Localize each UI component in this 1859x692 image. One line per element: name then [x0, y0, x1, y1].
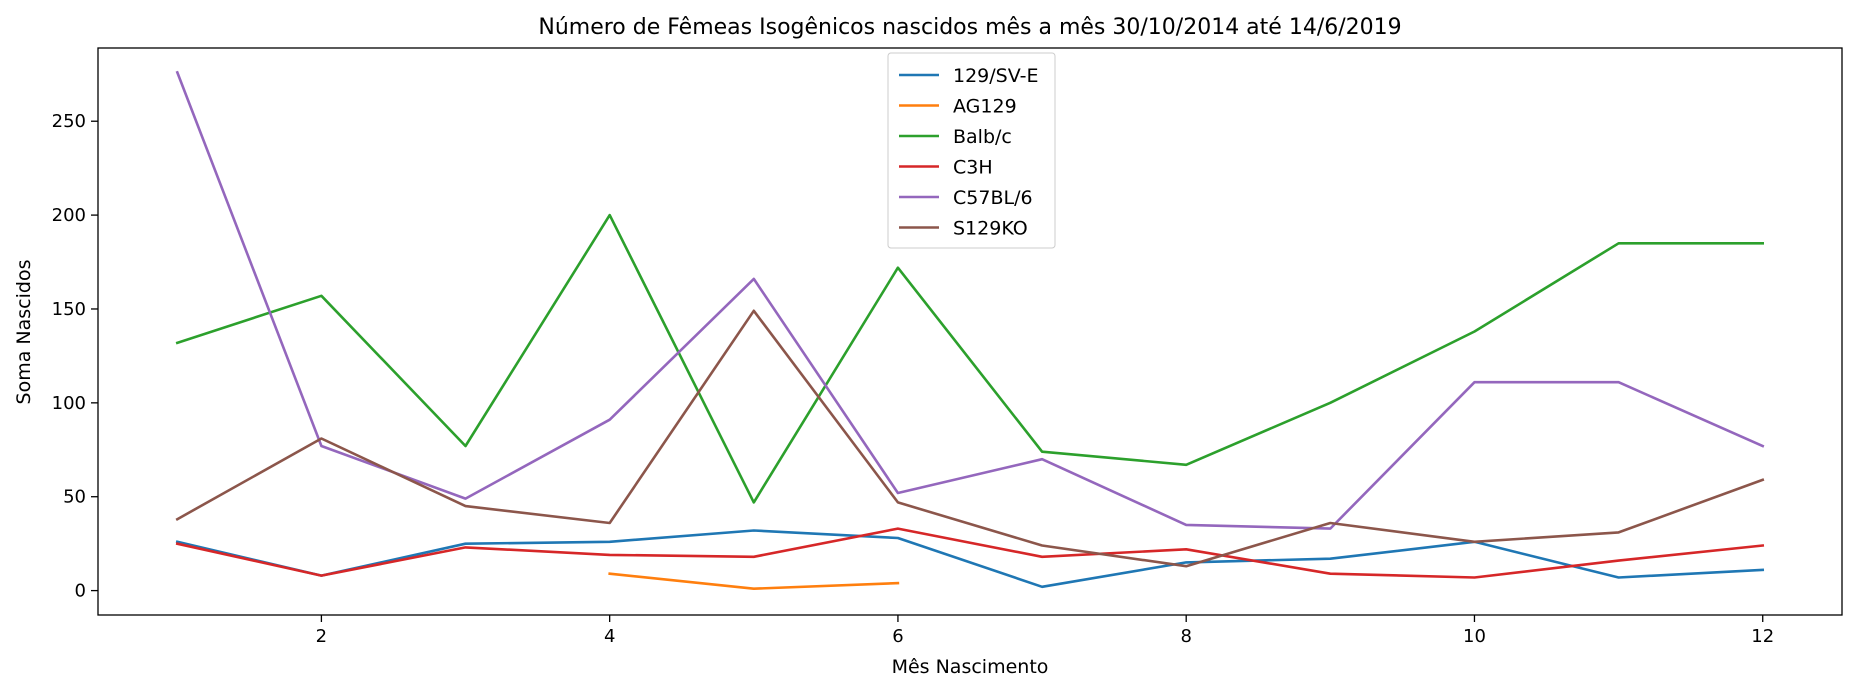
y-tick-label: 100	[52, 393, 86, 414]
series-line-c3h	[175, 527, 1765, 579]
y-tick-label: 200	[52, 205, 86, 226]
chart-title: Número de Fêmeas Isogênicos nascidos mês…	[538, 15, 1401, 40]
x-tick-label: 8	[1180, 626, 1191, 647]
series-line-129-sv-e	[175, 529, 1765, 589]
y-tick-label: 250	[52, 111, 86, 132]
x-tick-label: 12	[1751, 626, 1774, 647]
series-line-c57bl-6	[175, 70, 1765, 530]
x-tick-label: 4	[604, 626, 615, 647]
legend-label: C57BL/6	[953, 187, 1033, 209]
y-axis-label: Soma Nascidos	[13, 260, 35, 405]
y-tick-label: 0	[75, 581, 86, 602]
x-axis-label: Mês Nascimento	[892, 656, 1049, 678]
x-tick-label: 2	[316, 626, 327, 647]
legend-label: C3H	[953, 157, 993, 179]
y-tick-label: 50	[63, 487, 86, 508]
series-line-s129ko	[175, 309, 1765, 568]
x-tick-label: 10	[1463, 626, 1486, 647]
plot-area-frame	[97, 47, 1843, 616]
series-lines	[175, 70, 1765, 591]
legend-label: 129/SV-E	[953, 65, 1038, 87]
legend-label: S129KO	[953, 218, 1028, 240]
x-tick-label: 6	[892, 626, 903, 647]
y-axis: 0 50 100 150 200 250	[52, 111, 98, 602]
series-line-ag129	[608, 572, 900, 591]
legend-label: AG129	[953, 96, 1017, 118]
legend: 129/SV-E AG129 Balb/c C3H C57BL/6 S129KO	[887, 52, 1056, 249]
y-tick-label: 150	[52, 299, 86, 320]
legend-label: Balb/c	[953, 126, 1012, 148]
series-line-balb-c	[175, 213, 1764, 504]
x-axis: 2 4 6 8 10 12	[316, 615, 1774, 647]
legend-box	[887, 52, 1056, 249]
